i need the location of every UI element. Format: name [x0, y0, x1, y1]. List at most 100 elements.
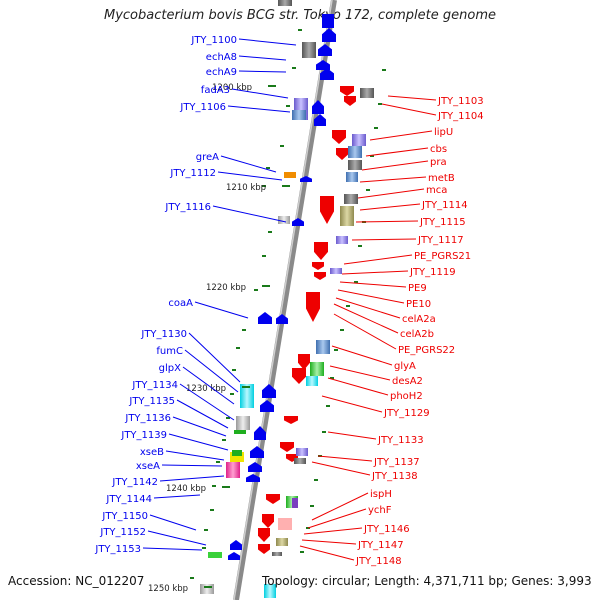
gene-label[interactable]: JTY_1152: [99, 527, 146, 538]
forward-gene-arrow: [318, 44, 332, 56]
gene-label[interactable]: xseA: [136, 461, 160, 472]
left-gene-labels: JTY_1100 echA8 echA9 fadA3 JTY_1106 greA JTY_1…: [94, 35, 297, 555]
gene-label-leader: [337, 289, 405, 304]
gene-label-leader: [299, 545, 355, 561]
gene-label[interactable]: PE_PGRS21: [414, 251, 471, 262]
cog-colored-gene-block: [330, 268, 342, 274]
cog-colored-gene-block: [234, 430, 246, 434]
reverse-gene-arrow: [340, 86, 354, 96]
gene-label[interactable]: JTY_1153: [94, 544, 141, 555]
forward-gene-arrow: [250, 446, 264, 458]
gene-label-leader: [331, 345, 393, 366]
gene-label-leader: [387, 95, 437, 101]
gene-label-leader: [220, 155, 277, 173]
gene-label[interactable]: JTY_1138: [371, 471, 418, 482]
gene-label-leader: [307, 508, 367, 529]
gene-label[interactable]: xseB: [140, 447, 164, 458]
gene-label[interactable]: glyA: [394, 361, 416, 372]
reverse-gene-arrow: [258, 528, 270, 542]
forward-gene-arrow: [258, 312, 272, 324]
gene-label[interactable]: JTY_1135: [128, 396, 175, 407]
gene-label[interactable]: desA2: [392, 376, 423, 387]
scale-label: 1210 kbp: [226, 183, 266, 193]
gene-features: [200, 0, 374, 598]
gene-label[interactable]: JTY_1119: [409, 267, 456, 278]
gene-label[interactable]: JTY_1112: [169, 168, 216, 179]
gene-label[interactable]: JTY_1148: [355, 556, 402, 567]
cog-colored-gene-block: [336, 236, 348, 244]
gene-label[interactable]: cbs: [430, 144, 447, 155]
gene-label[interactable]: glpX: [159, 363, 181, 374]
forward-gene-arrow: [312, 100, 324, 114]
gene-label[interactable]: ispH: [370, 489, 392, 500]
gene-label[interactable]: PE_PGRS22: [398, 345, 455, 356]
forward-gene-arrow: [276, 314, 288, 324]
gene-label-leader: [159, 475, 225, 482]
gene-label[interactable]: ychF: [368, 505, 392, 516]
gene-label-leader: [355, 220, 419, 223]
cog-colored-gene-block: [226, 462, 240, 478]
gene-label[interactable]: JTY_1146: [363, 524, 410, 535]
gene-label[interactable]: lipU: [434, 127, 453, 138]
gene-label[interactable]: JTY_1136: [124, 413, 171, 424]
gene-label[interactable]: JTY_1144: [105, 494, 152, 505]
gene-label[interactable]: JTY_1134: [131, 380, 178, 391]
forward-gene-arrow: [322, 28, 336, 42]
gene-label-leader: [184, 349, 239, 393]
gene-label[interactable]: JTY_1115: [419, 217, 466, 228]
gene-label-leader: [311, 492, 369, 521]
gene-label[interactable]: coaA: [168, 298, 193, 309]
gene-label-leader: [238, 55, 287, 61]
gene-label[interactable]: JTY_1133: [377, 435, 424, 446]
gene-label-leader: [238, 38, 297, 46]
gene-label[interactable]: fadA3: [201, 85, 230, 96]
gene-label[interactable]: JTY_1150: [101, 511, 148, 522]
gene-label[interactable]: PE9: [408, 283, 427, 294]
gene-label-leader: [231, 88, 289, 99]
cog-colored-gene-block: [278, 0, 292, 6]
gene-label[interactable]: PE10: [406, 299, 431, 310]
cog-colored-gene-block: [316, 340, 330, 354]
gene-label[interactable]: mca: [426, 185, 447, 196]
gene-label-leader: [212, 205, 287, 223]
gene-label[interactable]: JTY_1147: [357, 540, 404, 551]
gene-label-leader: [359, 176, 427, 183]
cog-colored-gene-block: [240, 384, 254, 408]
gene-label[interactable]: JTY_1106: [179, 102, 226, 113]
cog-colored-gene-block: [348, 160, 362, 170]
gene-label[interactable]: pra: [430, 157, 447, 168]
gene-label-leader: [359, 203, 421, 211]
gene-label[interactable]: JTY_1116: [164, 202, 211, 213]
cog-colored-gene-block: [276, 538, 288, 546]
gene-label[interactable]: fumC: [156, 346, 183, 357]
scale-label: 1240 kbp: [166, 484, 206, 494]
gene-label-leader: [179, 383, 235, 421]
gene-label[interactable]: JTY_1129: [383, 408, 430, 419]
gene-label-leader: [147, 530, 207, 546]
gene-label[interactable]: JTY_1100: [190, 35, 237, 46]
gene-label[interactable]: celA2b: [400, 329, 434, 340]
cog-colored-gene-block: [360, 88, 374, 98]
gene-label[interactable]: JTY_1103: [437, 96, 484, 107]
gene-label[interactable]: echA9: [206, 67, 237, 78]
scale-label: 1250 kbp: [148, 584, 188, 594]
gene-label[interactable]: JTY_1130: [140, 329, 187, 340]
gene-label-leader: [176, 399, 229, 429]
reverse-gene-arrow: [258, 544, 270, 554]
cog-colored-gene-block: [272, 552, 282, 556]
gene-label[interactable]: metB: [428, 173, 455, 184]
gene-label[interactable]: JTY_1117: [417, 235, 464, 246]
gene-label[interactable]: JTY_1139: [120, 430, 167, 441]
gene-label[interactable]: JTY_1114: [421, 200, 468, 211]
gene-label-leader: [327, 377, 389, 396]
gene-label-leader: [365, 147, 429, 157]
gene-label[interactable]: phoH2: [390, 391, 423, 402]
gene-label[interactable]: echA8: [206, 52, 237, 63]
gene-label[interactable]: JTY_1137: [373, 457, 420, 468]
gene-label[interactable]: celA2a: [402, 314, 436, 325]
reverse-gene-arrow: [284, 416, 298, 424]
gene-label-leader: [301, 539, 357, 545]
gene-label[interactable]: JTY_1104: [437, 111, 484, 122]
gene-label[interactable]: JTY_1142: [111, 477, 158, 488]
gene-label[interactable]: greA: [196, 152, 219, 163]
